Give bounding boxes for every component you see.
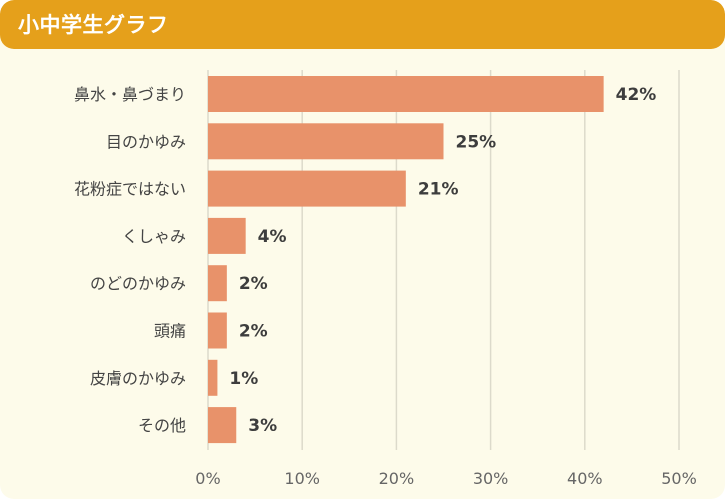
x-tick-label: 10% [284,469,320,488]
data-label: 25% [456,132,497,152]
chart-header: 小中学生グラフ [0,0,725,49]
data-label: 21% [418,180,459,200]
data-label: 42% [616,85,657,105]
x-tick-label: 40% [567,469,603,488]
bar [208,217,246,254]
bar [208,76,604,112]
category-label: くしゃみ [122,227,186,246]
category-label: 皮膚のかゆみ [90,369,186,388]
bar [208,170,406,207]
data-label: 4% [258,227,287,247]
x-tick-label: 30% [473,469,509,488]
data-label: 2% [239,322,268,342]
bar [208,123,444,160]
category-label: 鼻水・鼻づまり [74,85,186,104]
x-tick-label: 20% [379,469,415,488]
category-label: 目のかゆみ [106,132,186,151]
data-label: 2% [239,274,268,294]
bar [208,359,218,396]
category-label: 花粉症ではない [74,180,186,199]
category-label: のどのかゆみ [90,274,186,293]
category-label: その他 [138,416,186,435]
data-label: 1% [229,369,258,389]
x-tick-label: 50% [661,469,697,488]
data-label: 3% [248,416,277,436]
chart-title: 小中学生グラフ [18,13,169,37]
bar [208,312,227,349]
x-tick-label: 0% [195,469,220,488]
bar [208,407,237,444]
bar [208,265,227,302]
category-label: 頭痛 [154,322,186,341]
